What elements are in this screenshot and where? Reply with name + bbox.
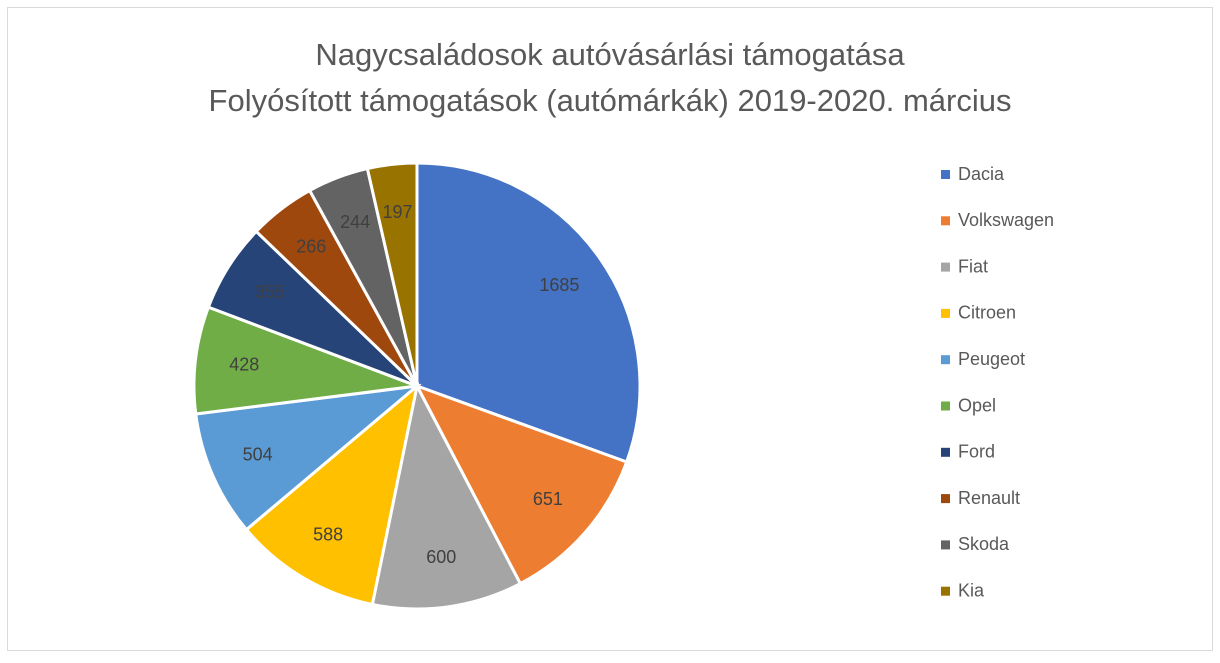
legend-label: Skoda bbox=[958, 534, 1010, 554]
legend-label: Opel bbox=[958, 395, 996, 415]
legend-swatch bbox=[941, 170, 950, 179]
pie-slice bbox=[194, 383, 422, 532]
chart-title: Nagycsaládosok autóvásárlási támogatása bbox=[315, 37, 905, 72]
pie-slice bbox=[415, 161, 642, 464]
pie-slice bbox=[413, 383, 629, 586]
data-label: 197 bbox=[383, 202, 413, 222]
legend-label: Citroen bbox=[958, 303, 1016, 323]
legend-swatch bbox=[941, 401, 950, 411]
legend-label: Dacia bbox=[958, 164, 1005, 184]
data-label: 1685 bbox=[539, 275, 579, 295]
pie-slice bbox=[192, 305, 418, 416]
chart-subtitle: Folyósított támogatások (autómárkák) 201… bbox=[209, 83, 1012, 118]
data-label: 266 bbox=[296, 237, 326, 257]
legend-swatch bbox=[941, 308, 950, 318]
legend-label: Ford bbox=[958, 442, 995, 462]
pie-slice bbox=[365, 161, 419, 387]
data-label: 600 bbox=[426, 547, 456, 567]
data-label: 651 bbox=[533, 489, 563, 509]
pie-slice bbox=[244, 382, 420, 607]
legend-label: Peugeot bbox=[958, 349, 1025, 369]
legend-swatch bbox=[941, 540, 950, 550]
data-label: 355 bbox=[255, 282, 285, 302]
legend-swatch bbox=[941, 494, 950, 504]
legend-label: Renault bbox=[958, 488, 1020, 508]
legend-swatch bbox=[941, 355, 950, 365]
pie-slice bbox=[370, 381, 523, 611]
legend-label: Fiat bbox=[958, 256, 988, 276]
legend-label: Kia bbox=[958, 580, 985, 600]
legend-swatch bbox=[941, 262, 950, 272]
legend-swatch bbox=[941, 447, 950, 457]
data-label: 244 bbox=[340, 212, 370, 232]
data-label: 428 bbox=[229, 354, 259, 374]
data-label: 504 bbox=[243, 445, 273, 465]
data-label: 588 bbox=[313, 524, 343, 544]
legend-swatch bbox=[941, 586, 950, 596]
legend-label: Volkswagen bbox=[958, 210, 1054, 230]
legend-swatch bbox=[941, 216, 950, 226]
